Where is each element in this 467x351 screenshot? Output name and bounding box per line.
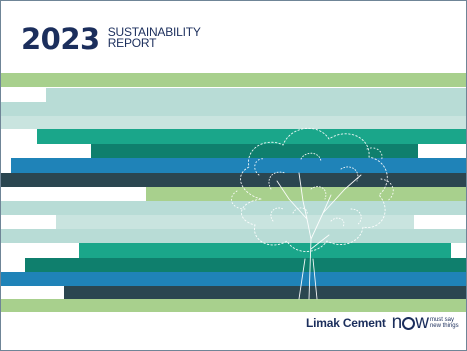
report-title: SUSTAINABILITY REPORT (107, 25, 201, 50)
stripe-pale-teal (1, 229, 466, 243)
stripe-pale-teal (1, 102, 466, 116)
tagline-line1: must say (429, 317, 454, 323)
stripe-pale-teal (56, 215, 414, 229)
stripe-light-green (1, 299, 466, 312)
report-title-line1: SUSTAINABILITY (107, 25, 201, 39)
tree-illustration (231, 127, 394, 300)
stripe-light-green (1, 73, 466, 87)
cover-title: 2023 SUSTAINABILITY REPORT (21, 23, 201, 55)
tagline-line2: new things (429, 323, 459, 329)
logo-o-circle-icon (402, 316, 416, 330)
logo-letter-n: n (391, 312, 403, 333)
logo-letter-w: w (415, 312, 429, 333)
brand-footer: Limak Cement n w must say new things (306, 312, 459, 333)
stripe-blue (11, 158, 466, 173)
stripe-blue (1, 272, 466, 286)
stripe-mint (146, 187, 466, 201)
stripe-pale-teal (1, 116, 466, 129)
now-logo: n w must say new things (391, 312, 459, 333)
stripe-teal (79, 243, 451, 258)
logo-tagline: must say new things (430, 317, 459, 329)
stripe-teal (37, 129, 466, 144)
report-title-line2: REPORT (107, 36, 157, 50)
stripe-dark-teal (91, 144, 418, 158)
company-name: Limak Cement (306, 316, 386, 330)
stripe-dark-slate (1, 173, 466, 187)
stripe-dark-teal (25, 258, 466, 272)
stripe-pale-teal (1, 201, 466, 215)
stripe-dark-slate (64, 286, 466, 299)
report-year: 2023 (21, 22, 100, 56)
stripe-pale-teal (46, 88, 466, 102)
